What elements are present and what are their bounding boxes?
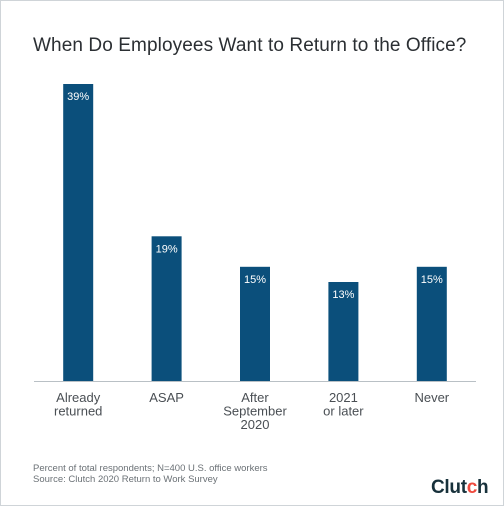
logo-text-main: Clut [431, 477, 467, 498]
logo-text-end: h [477, 477, 489, 498]
bar-value-label-1: 19% [156, 243, 178, 255]
bar-2 [240, 266, 270, 381]
bar-value-label-0: 39% [67, 91, 89, 103]
footnote-source: Source: Clutch 2020 Return to Work Surve… [33, 474, 218, 485]
category-label-0: Already returned [54, 390, 102, 419]
bar-value-label-2: 15% [244, 274, 266, 286]
bar-4 [416, 266, 447, 381]
logo-text-accent: c [466, 477, 478, 498]
category-label-2: After September 2020 [223, 390, 287, 432]
chart-title: When Do Employees Want to Return to the … [33, 35, 467, 56]
category-label-1: ASAP [149, 390, 184, 405]
bar-value-label-3: 13% [332, 289, 354, 301]
bar-3 [328, 282, 359, 381]
footnote: Percent of total respondents; N=400 U.S.… [33, 463, 268, 485]
bar-0 [63, 84, 94, 381]
category-label-4: Never [414, 390, 449, 405]
clutch-logo: Clutch [431, 477, 489, 499]
bar-value-label-4: 15% [421, 274, 443, 286]
footnote-respondents: Percent of total respondents; N=400 U.S.… [33, 463, 268, 474]
bar-1 [151, 236, 182, 381]
category-label-3: 2021 or later [323, 390, 364, 419]
